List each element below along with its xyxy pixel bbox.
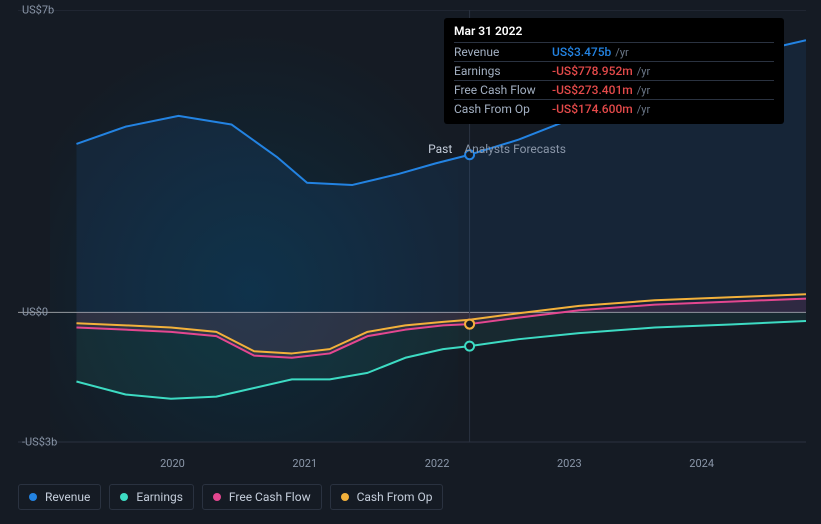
legend-label: Revenue <box>45 490 90 504</box>
legend-item-earnings[interactable]: Earnings <box>109 484 194 510</box>
legend-item-cfo[interactable]: Cash From Op <box>330 484 444 510</box>
x-tick-label: 2022 <box>425 457 450 470</box>
tooltip-date: Mar 31 2022 <box>454 24 774 38</box>
chart-tooltip: Mar 31 2022 Revenue US$3.475b /yrEarning… <box>444 18 784 124</box>
legend-dot-icon <box>341 493 349 501</box>
tooltip-unit: /yr <box>615 46 628 59</box>
tooltip-unit: /yr <box>637 103 650 116</box>
tooltip-metric-value: -US$174.600m <box>552 102 633 116</box>
x-tick-label: 2020 <box>160 457 185 470</box>
chart-legend: Revenue Earnings Free Cash Flow Cash Fro… <box>18 484 443 510</box>
tooltip-metric-label: Revenue <box>454 45 552 59</box>
x-tick-label: 2024 <box>689 457 714 470</box>
legend-dot-icon <box>29 493 37 501</box>
y-tick-label: -US$3b <box>22 436 57 449</box>
tooltip-row: Free Cash Flow -US$273.401m /yr <box>454 80 774 99</box>
tooltip-row: Revenue US$3.475b /yr <box>454 42 774 61</box>
tooltip-metric-label: Earnings <box>454 64 552 78</box>
x-tick-label: 2023 <box>557 457 582 470</box>
legend-item-fcf[interactable]: Free Cash Flow <box>202 484 322 510</box>
forecast-label: Analysts Forecasts <box>464 142 566 156</box>
tooltip-metric-label: Free Cash Flow <box>454 83 552 97</box>
tooltip-unit: /yr <box>637 84 650 97</box>
legend-label: Earnings <box>136 490 183 504</box>
y-tick-label: US$7b <box>22 4 54 17</box>
legend-label: Free Cash Flow <box>229 490 311 504</box>
legend-dot-icon <box>213 493 221 501</box>
tooltip-row: Earnings -US$778.952m /yr <box>454 61 774 80</box>
past-label: Past <box>428 142 452 156</box>
tooltip-row: Cash From Op -US$174.600m /yr <box>454 99 774 118</box>
tooltip-metric-label: Cash From Op <box>454 102 552 116</box>
x-tick-label: 2021 <box>292 457 317 470</box>
tooltip-unit: /yr <box>637 65 650 78</box>
tooltip-metric-value: -US$778.952m <box>552 64 633 78</box>
legend-item-revenue[interactable]: Revenue <box>18 484 101 510</box>
legend-label: Cash From Op <box>357 490 433 504</box>
tooltip-metric-value: US$3.475b <box>552 45 611 59</box>
y-tick-label: US$0 <box>22 306 48 319</box>
legend-dot-icon <box>120 493 128 501</box>
tooltip-metric-value: -US$273.401m <box>552 83 633 97</box>
